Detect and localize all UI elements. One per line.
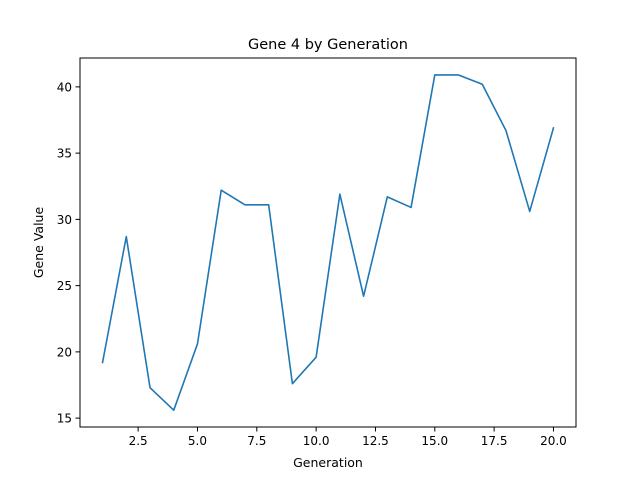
- y-tick-label: 25: [57, 279, 72, 293]
- series-line: [101, 74, 555, 411]
- chart-title: Gene 4 by Generation: [248, 37, 408, 53]
- y-tick-label: 30: [57, 213, 72, 227]
- x-tick-label: 2.5: [129, 434, 148, 448]
- y-tick-label: 35: [57, 147, 72, 161]
- y-tick-label: 40: [57, 80, 72, 94]
- x-tick-label: 20.0: [540, 434, 567, 448]
- x-axis-label: Generation: [293, 455, 363, 470]
- y-axis-label: Gene Value: [31, 207, 46, 279]
- y-axis: 15 20 25 30 35 40: [57, 80, 80, 426]
- x-tick-label: 15.0: [421, 434, 448, 448]
- plot-marks: [101, 74, 555, 411]
- x-axis: 2.5 5.0 7.5 10.0 12.5 15.0 17.5 20.0: [129, 427, 567, 448]
- x-tick-label: 7.5: [247, 434, 266, 448]
- x-tick-label: 17.5: [481, 434, 508, 448]
- plot-frame: [79, 57, 577, 428]
- x-tick-label: 5.0: [188, 434, 207, 448]
- x-tick-label: 10.0: [303, 434, 330, 448]
- y-tick-label: 15: [57, 412, 72, 426]
- y-tick-label: 20: [57, 345, 72, 359]
- x-tick-label: 12.5: [362, 434, 389, 448]
